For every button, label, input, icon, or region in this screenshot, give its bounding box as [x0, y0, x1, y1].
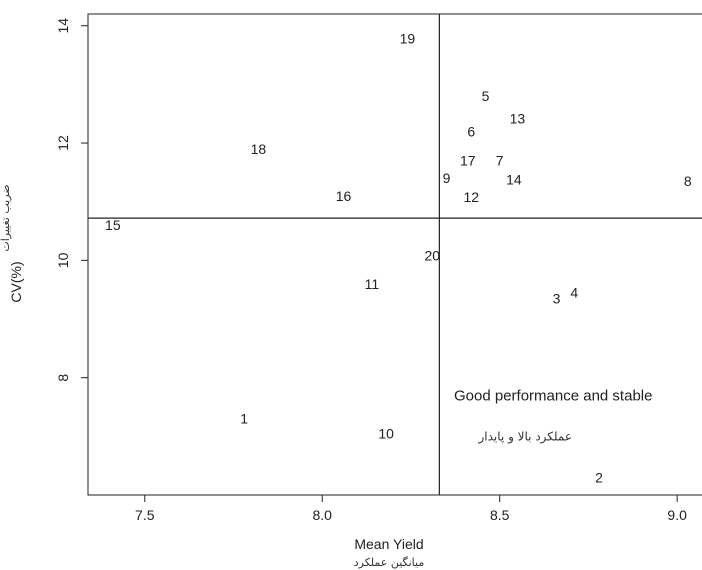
- plot-frame: [87, 13, 702, 496]
- genotype-point-1: 1: [240, 411, 248, 427]
- x-tick-label: 8.5: [490, 507, 510, 523]
- genotype-point-11: 11: [365, 276, 380, 292]
- y-axis-label-fa: ضریب تغییرات: [0, 184, 12, 251]
- annotation-good-performance-fa: عملکرد بالا و پایدار: [477, 429, 572, 444]
- genotype-point-12: 12: [464, 189, 480, 205]
- genotype-point-10: 10: [378, 425, 394, 441]
- y-tick-label: 8: [55, 374, 71, 382]
- genotype-point-18: 18: [251, 141, 267, 157]
- x-tick-label: 7.5: [135, 507, 155, 523]
- y-tick-label: 12: [55, 135, 71, 151]
- genotype-point-6: 6: [467, 123, 475, 139]
- y-tick-label: 14: [55, 18, 71, 34]
- y-axis: 8 10 12 14: [55, 18, 88, 382]
- x-axis-label: Mean Yield: [354, 536, 423, 552]
- genotype-point-2: 2: [595, 469, 603, 485]
- genotype-point-17: 17: [460, 153, 476, 169]
- genotype-point-5: 5: [482, 88, 490, 104]
- genotype-point-13: 13: [510, 110, 526, 126]
- genotype-point-9: 9: [443, 170, 451, 186]
- genotype-point-8: 8: [684, 173, 692, 189]
- x-tick-label: 8.0: [313, 507, 333, 523]
- x-axis: 7.5 8.0 8.5 9.0: [135, 495, 687, 523]
- x-axis-label-fa: میانگین عملکرد: [354, 556, 425, 569]
- genotype-point-7: 7: [496, 153, 504, 169]
- genotype-point-16: 16: [336, 188, 352, 204]
- genotype-point-19: 19: [400, 31, 416, 47]
- genotype-point-20: 20: [424, 248, 440, 264]
- annotation-good-performance: Good performance and stable: [454, 387, 652, 404]
- genotype-point-15: 15: [105, 217, 121, 233]
- x-tick-label: 9.0: [667, 507, 687, 523]
- y-tick-label: 10: [55, 252, 71, 268]
- genotype-point-14: 14: [506, 171, 522, 187]
- genotype-point-3: 3: [553, 290, 561, 306]
- y-axis-label: CV(%): [8, 261, 24, 302]
- genotype-point-4: 4: [570, 285, 578, 301]
